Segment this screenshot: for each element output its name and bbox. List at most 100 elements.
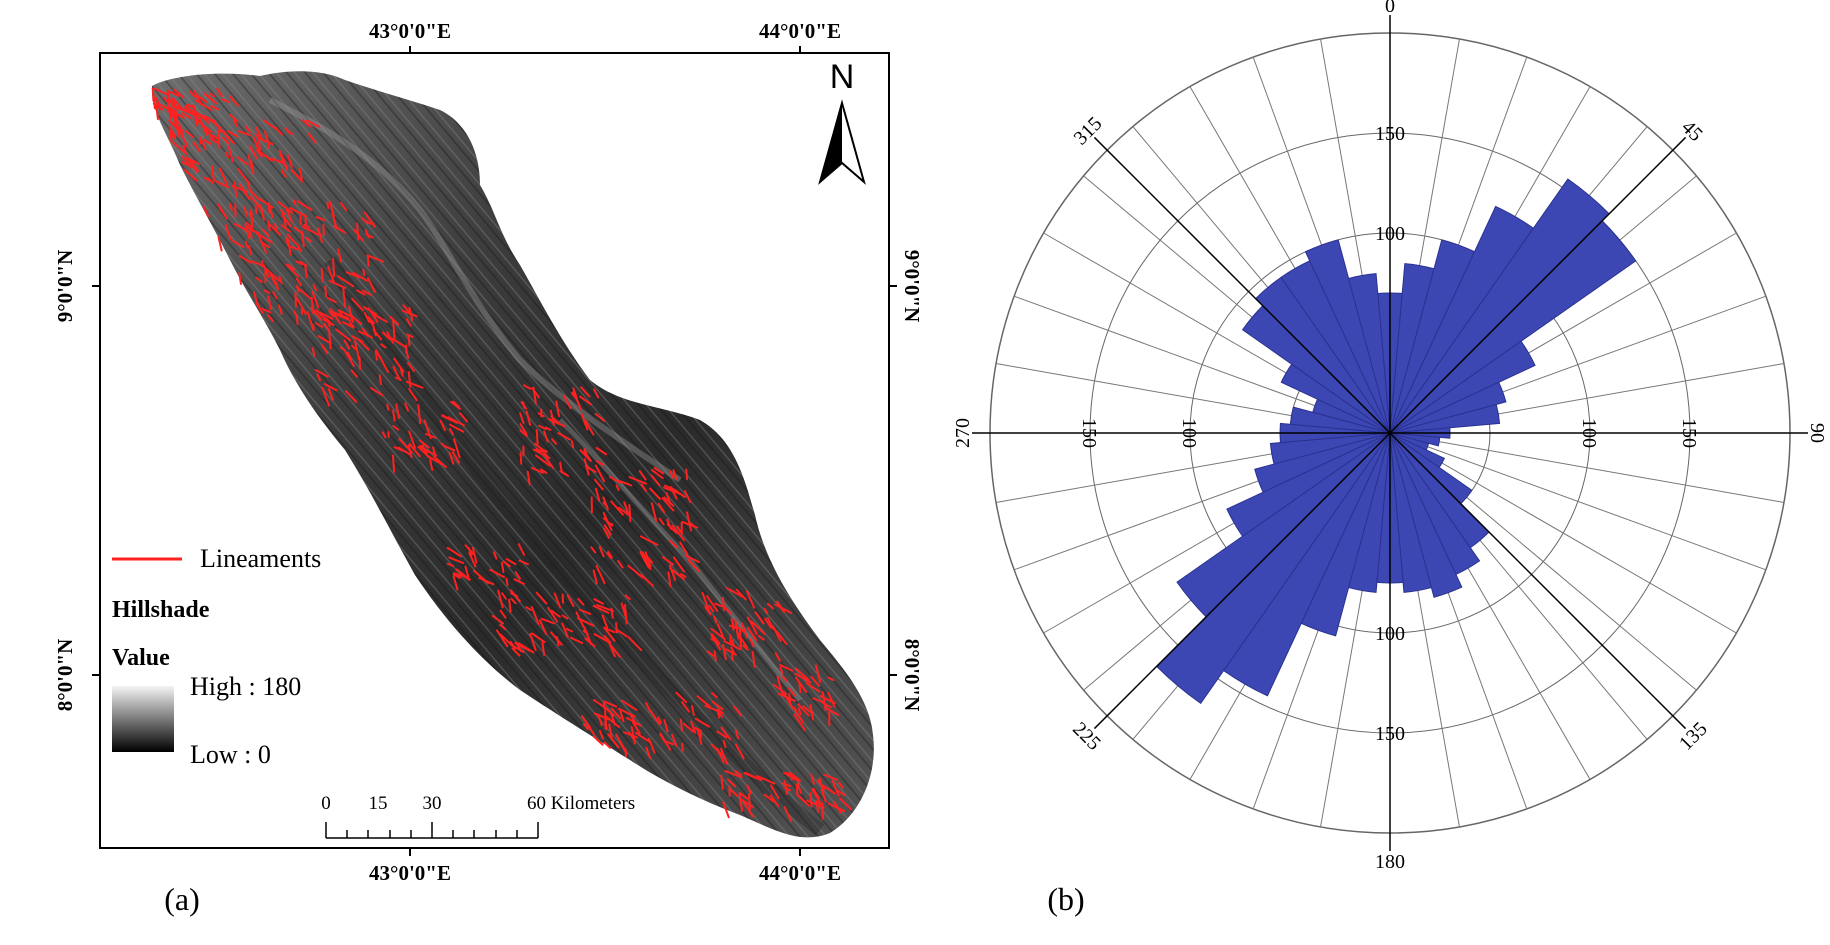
lineament-segment — [245, 225, 255, 232]
lineament-segment — [492, 551, 498, 560]
lineament-segment — [211, 165, 215, 182]
lineament-segment — [796, 781, 802, 794]
lineament-segment — [592, 699, 609, 711]
lineament-segment — [713, 650, 717, 662]
lineament-segment — [617, 707, 636, 718]
lineament-segment — [252, 136, 261, 152]
lineament-segment — [172, 97, 183, 109]
right-tick-9: 9°0'0"N — [900, 250, 924, 323]
lineament-segment — [661, 497, 675, 512]
lineament-segment — [448, 556, 465, 565]
lineament-segment — [453, 438, 461, 459]
lineament-segment — [407, 371, 412, 388]
lineament-segment — [815, 801, 820, 813]
lineament-segment — [329, 200, 335, 218]
lineament-segment — [738, 797, 754, 808]
lineament-segment — [525, 606, 532, 611]
lineament-segment — [798, 681, 802, 694]
lineament-segment — [604, 717, 608, 731]
lineament-segment — [769, 784, 780, 800]
lineament-segment — [198, 117, 208, 136]
lineament-segment — [323, 322, 330, 331]
lineament-segment — [344, 351, 355, 367]
lineament-segment — [565, 628, 574, 633]
lineament-segment — [593, 388, 600, 399]
lineament-segment — [515, 642, 523, 653]
lineament-segment — [694, 717, 711, 728]
lineaments-layer — [151, 87, 853, 823]
lineament-segment — [181, 155, 193, 169]
lineament-segment — [672, 469, 678, 480]
lineament-segment — [194, 99, 213, 112]
lineament-segment — [217, 130, 221, 150]
lineament-segment — [577, 597, 585, 606]
lineament-segment — [534, 454, 552, 467]
lineament-segment — [328, 329, 332, 350]
lineament-segment — [582, 722, 589, 731]
lineament-segment — [663, 719, 669, 733]
lineament-segment — [525, 410, 532, 426]
lineament-segment — [362, 268, 366, 277]
lineament-segment — [366, 277, 376, 293]
lineament-segment — [392, 425, 400, 431]
lineament-segment — [181, 161, 190, 167]
lineament-segment — [255, 126, 262, 138]
lineament-segment — [628, 731, 635, 741]
lineament-segment — [238, 254, 253, 264]
lineament-segment — [217, 236, 223, 252]
lineament-segment — [519, 429, 528, 438]
lineament-segment — [519, 412, 525, 424]
lineament-segment — [716, 708, 721, 719]
lineament-segment — [408, 388, 418, 402]
lineament-segment — [248, 245, 253, 256]
lineament-segment — [569, 636, 584, 644]
lineament-segment — [408, 430, 417, 449]
lineament-segment — [166, 103, 179, 121]
lineament-segment — [293, 310, 298, 318]
lineament-segment — [373, 313, 389, 323]
lineament-segment — [595, 460, 605, 466]
lineament-segment — [746, 784, 752, 795]
left-tick-9: 9°0'0"N — [53, 250, 77, 323]
lineament-segment — [779, 664, 794, 672]
lineament-segment — [766, 602, 774, 610]
lineament-segment — [192, 141, 201, 153]
lineament-segment — [366, 255, 370, 267]
lineament-segment — [690, 720, 697, 734]
lineament-segment — [757, 634, 765, 641]
lineament-segment — [306, 119, 321, 128]
lineament-segment — [754, 611, 765, 625]
lineament-segment — [404, 402, 410, 412]
lineament-segment — [734, 619, 740, 640]
lineament-segment — [378, 374, 383, 386]
lineament-segment — [823, 773, 839, 781]
lineament-segment — [738, 791, 749, 800]
lineament-segment — [213, 119, 222, 133]
lineament-segment — [272, 291, 278, 300]
lineament-segment — [794, 667, 810, 681]
lineament-segment — [550, 609, 561, 618]
lineament-segment — [550, 631, 563, 646]
lineament-segment — [407, 333, 411, 347]
lineament-segment — [155, 105, 159, 121]
lineament-segment — [170, 131, 175, 140]
lineament-segment — [741, 622, 749, 639]
lineament-segment — [594, 487, 601, 502]
lineament-segment — [734, 729, 740, 740]
lineament-segment — [268, 204, 274, 219]
lineament-segment — [597, 715, 603, 727]
lineament-segment — [620, 699, 638, 711]
lineament-segment — [429, 458, 434, 472]
lineament-segment — [183, 168, 198, 182]
lineament-segment — [406, 361, 416, 372]
lineament-segment — [628, 504, 632, 523]
lineament-segment — [669, 539, 679, 549]
lineament-segment — [650, 502, 658, 523]
lineament-segment — [625, 716, 642, 727]
lineament-segment — [821, 691, 827, 711]
lineament-segment — [825, 707, 840, 716]
lineament-segment — [408, 442, 421, 458]
lineament-segment — [263, 289, 271, 294]
lineament-segment — [561, 622, 569, 638]
